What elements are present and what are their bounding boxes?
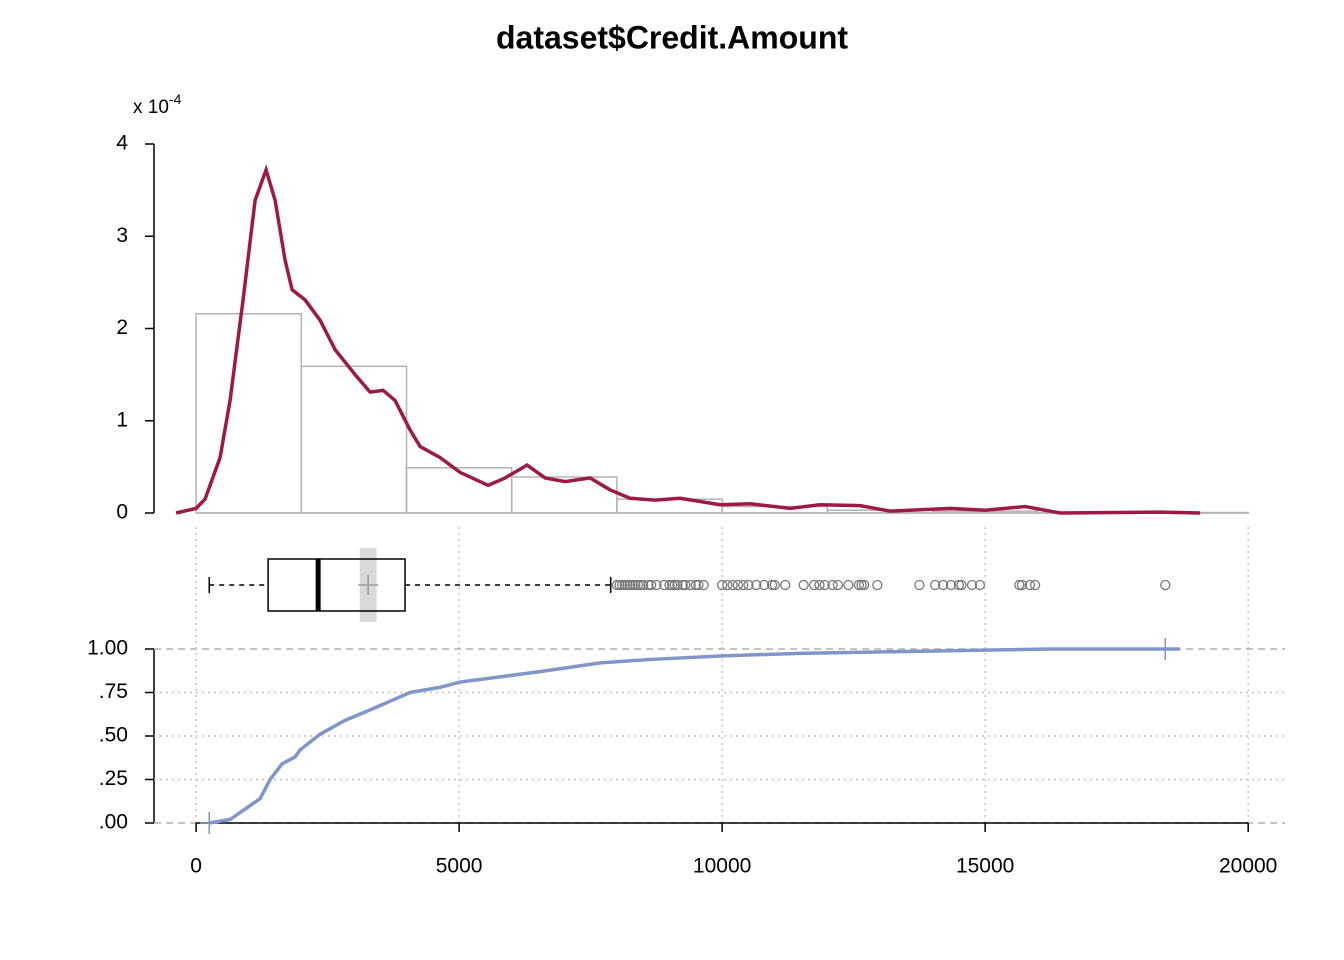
outlier bbox=[853, 579, 865, 591]
x-tick-label: 15000 bbox=[956, 855, 1014, 878]
outlier bbox=[780, 579, 791, 591]
outlier bbox=[614, 579, 625, 591]
outlier bbox=[827, 579, 838, 591]
y-tick-label: 1 bbox=[116, 408, 128, 431]
outlier bbox=[759, 579, 770, 591]
outlier bbox=[630, 579, 641, 591]
ecdf-line bbox=[208, 647, 1180, 825]
outlier bbox=[672, 579, 683, 591]
mean-marker bbox=[358, 575, 379, 595]
outlier bbox=[743, 579, 754, 591]
y-tick-label: 2 bbox=[116, 316, 128, 339]
outlier bbox=[953, 579, 965, 591]
box bbox=[267, 558, 406, 612]
outlier bbox=[659, 579, 670, 591]
outlier bbox=[872, 579, 883, 591]
multiplier-base: x 10 bbox=[133, 97, 169, 118]
outlier bbox=[769, 579, 780, 591]
histogram-bar bbox=[405, 467, 513, 514]
outlier bbox=[1029, 579, 1041, 591]
outlier bbox=[966, 579, 978, 591]
outlier bbox=[843, 579, 854, 591]
outlier bbox=[664, 579, 675, 591]
outlier bbox=[814, 579, 825, 591]
y-tick-label: .75 bbox=[99, 680, 128, 703]
outlier bbox=[914, 579, 925, 591]
outlier bbox=[685, 579, 696, 591]
y-tick-label: 4 bbox=[116, 132, 128, 155]
outlier bbox=[727, 579, 738, 591]
outlier bbox=[751, 579, 762, 591]
y-tick-label: 3 bbox=[116, 224, 128, 247]
outlier bbox=[738, 579, 749, 591]
outlier bbox=[859, 579, 870, 591]
outlier bbox=[635, 579, 646, 591]
outlier bbox=[937, 579, 949, 591]
y-tick-label: 1.00 bbox=[87, 637, 128, 660]
outlier bbox=[645, 579, 657, 591]
outlier bbox=[690, 579, 701, 591]
y-tick-label: .25 bbox=[99, 767, 128, 790]
outlier bbox=[651, 579, 662, 591]
outlier bbox=[677, 579, 688, 591]
y-tick-label: .00 bbox=[99, 811, 128, 834]
multiplier-exponent: -4 bbox=[169, 91, 182, 107]
outlier bbox=[622, 579, 633, 591]
outlier bbox=[1160, 579, 1171, 591]
outlier bbox=[624, 579, 636, 591]
outlier bbox=[638, 579, 649, 591]
outlier bbox=[974, 579, 986, 591]
outlier bbox=[643, 579, 654, 591]
outlier bbox=[698, 579, 709, 591]
outlier bbox=[766, 579, 778, 591]
outlier bbox=[669, 579, 680, 591]
outlier bbox=[627, 579, 638, 591]
ecdf-endpoint bbox=[200, 812, 219, 834]
outlier bbox=[693, 579, 704, 591]
outlier bbox=[722, 579, 733, 591]
y-tick-label: 0 bbox=[116, 501, 128, 524]
outlier bbox=[856, 579, 867, 591]
ecdf-endpoint bbox=[1156, 638, 1175, 660]
outlier bbox=[716, 579, 728, 591]
outlier bbox=[809, 579, 820, 591]
outlier bbox=[1014, 579, 1025, 591]
outlier bbox=[617, 579, 628, 591]
outlier bbox=[680, 579, 691, 591]
outlier bbox=[819, 579, 830, 591]
outlier bbox=[611, 579, 623, 591]
outlier bbox=[930, 579, 941, 591]
outlier bbox=[667, 579, 678, 591]
y-tick-label: .50 bbox=[99, 724, 128, 747]
outlier bbox=[1016, 579, 1028, 591]
histogram-bar bbox=[300, 365, 408, 514]
outlier bbox=[798, 579, 809, 591]
outlier bbox=[732, 579, 744, 591]
x-tick-label: 0 bbox=[190, 855, 202, 878]
outlier bbox=[945, 579, 957, 591]
x-tick-label: 10000 bbox=[693, 855, 751, 878]
density-line bbox=[175, 164, 1201, 515]
outlier bbox=[632, 579, 644, 591]
outlier bbox=[1024, 579, 1036, 591]
y-multiplier: x 10-4 bbox=[133, 91, 182, 118]
outlier bbox=[619, 579, 630, 591]
outlier bbox=[832, 579, 844, 591]
outlier bbox=[956, 579, 967, 591]
x-tick-label: 5000 bbox=[436, 855, 483, 878]
chart-title: dataset$Credit.Amount bbox=[496, 19, 848, 55]
x-tick-label: 20000 bbox=[1219, 855, 1277, 878]
